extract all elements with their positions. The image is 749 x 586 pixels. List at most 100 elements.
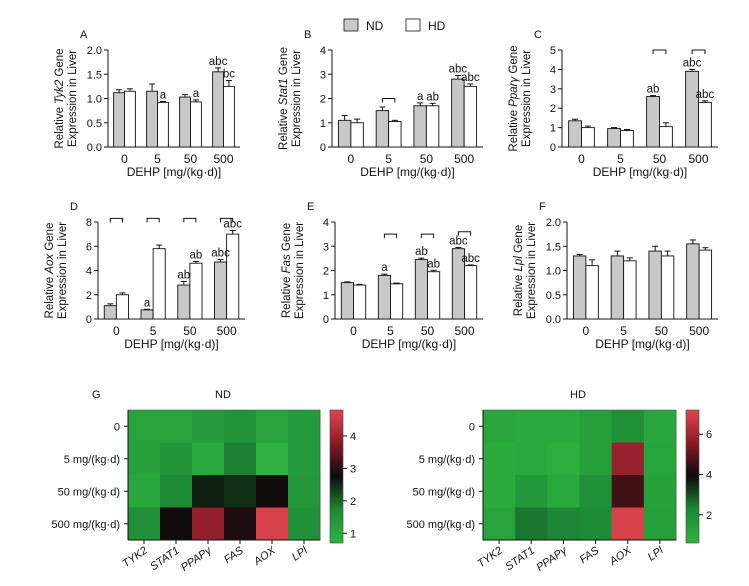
x-tick-label: 5 (617, 152, 624, 166)
col-label: AOX (251, 544, 278, 568)
significance-label: a (160, 89, 167, 101)
comparison-bracket (691, 49, 706, 54)
bar-nd (113, 92, 125, 148)
significance-label: abc (211, 248, 230, 260)
heatmap-cell (160, 442, 193, 476)
significance-label: ab (190, 249, 203, 261)
y-tick-label: 5 (550, 45, 556, 57)
colorbar-tick-label: 1 (350, 528, 356, 540)
heatmap-cell (128, 410, 161, 443)
bar-hd (115, 294, 129, 320)
heatmap-cell (288, 410, 321, 443)
comparison-bracket (220, 217, 234, 223)
colorbar-tick-label: 6 (706, 429, 712, 441)
y-tick-label: 1 (550, 123, 556, 135)
bar-hd (698, 101, 712, 148)
x-axis-label: DEHP [mg/(kg·d)] (124, 337, 218, 351)
bar-hd (388, 121, 402, 148)
bar-nd (610, 255, 625, 320)
comparison-bracket (146, 217, 160, 223)
col-label: FAS (222, 544, 246, 566)
x-tick-label: 500 (213, 152, 233, 166)
significance-label: bc (223, 69, 235, 81)
row-label: 500 mg/(kg·d) (52, 519, 120, 531)
row-label: 5 mg/(kg·d) (64, 454, 120, 466)
significance-label: ab (426, 91, 439, 103)
heatmap-cell (547, 507, 580, 541)
colorbar-tick-label: 4 (350, 431, 356, 443)
bar-nd (146, 90, 158, 148)
heatmap-cell (643, 442, 677, 476)
heatmap-cell (288, 507, 321, 541)
heatmap-cell (256, 442, 289, 476)
comparison-bracket (652, 49, 667, 54)
heatmap-cell (547, 475, 580, 508)
bar-nd (686, 243, 700, 320)
significance-label: abc (449, 235, 468, 247)
bar-nd (451, 78, 465, 148)
significance-label: abc (683, 57, 702, 69)
bar-nd (568, 120, 582, 148)
y-tick-label: 2.0 (546, 217, 561, 229)
significance-label: abc (449, 63, 468, 75)
x-tick-label: 5 (387, 324, 394, 338)
bar-hd (464, 265, 478, 320)
comparison-bracket (109, 217, 123, 223)
heatmap-cell (611, 442, 645, 476)
x-tick-label: 5 (620, 324, 627, 338)
comparison-bracket (381, 98, 396, 103)
heatmap-cell (160, 475, 193, 508)
y-tick-label: 4 (320, 45, 326, 57)
x-axis-label: DEHP [mg/(kg·d)] (595, 337, 689, 351)
heatmap-cell (288, 442, 321, 476)
bar-hd (659, 126, 673, 148)
bar-nd (646, 96, 660, 148)
y-tick-label: 1.0 (87, 94, 102, 106)
row-label: 0 (114, 421, 120, 433)
bar-hd (124, 90, 136, 148)
bar-hd (660, 255, 675, 320)
heatmap-cell (643, 507, 677, 541)
bar-hd (223, 85, 235, 148)
y-tick-label: 8 (86, 217, 92, 229)
bar-hd (189, 262, 203, 320)
heatmap-cell (128, 442, 161, 476)
x-tick-label: 5 (154, 152, 161, 166)
heatmap-cell (643, 475, 677, 508)
heatmap-cell (515, 410, 548, 443)
y-tick-label: 2.0 (87, 45, 102, 57)
heatmap-cell (611, 507, 645, 541)
legend-swatch-hd (405, 18, 421, 32)
y-tick-label: 1.0 (546, 266, 561, 278)
x-tick-label: 0 (121, 152, 128, 166)
bar-hd (698, 249, 713, 320)
y-axis-label-line2: Expression in Liver (291, 50, 303, 147)
heatmap-cell (579, 410, 613, 443)
y-tick-label: 2 (86, 290, 92, 302)
heatmap-cell (611, 410, 645, 443)
bar-nd (340, 282, 354, 320)
row-label: 5 mg/(kg·d) (419, 454, 475, 466)
x-axis-label: DEHP [mg/(kg·d)] (127, 165, 221, 179)
y-tick-label: 0.0 (546, 314, 561, 326)
heatmap-cell (579, 507, 613, 541)
y-axis-label-line2: Expression in Liver (526, 222, 538, 319)
row-label: 50 mg/(kg·d) (413, 486, 475, 498)
bar-nd (214, 261, 228, 320)
heatmap-cell (128, 475, 161, 508)
bar-hd (585, 265, 599, 320)
y-tick-label: 2 (550, 103, 556, 115)
heatmap-cell (483, 442, 516, 476)
colorbar (329, 409, 344, 544)
y-tick-label: 4 (86, 266, 92, 278)
heatmap-cell (483, 410, 516, 443)
panel-letter: B (304, 29, 311, 41)
y-axis-label-line2: Expression in Liver (294, 222, 306, 319)
y-axis-label: Relative Tyk2 Gene (54, 48, 66, 148)
significance-label: abc (223, 218, 242, 230)
heatmap-cell (547, 442, 580, 476)
row-label: 500 mg/(kg·d) (407, 519, 475, 531)
